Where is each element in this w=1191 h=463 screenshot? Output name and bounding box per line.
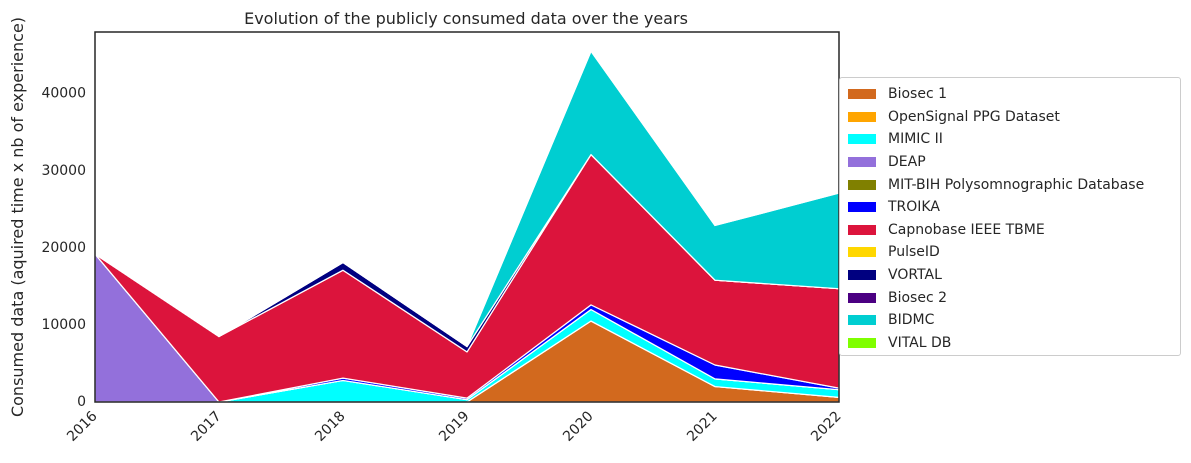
y-axis-ticks: 0 10000 20000 30000 40000	[41, 86, 86, 410]
legend-item: MIT-BIH Polysomnographic Database	[848, 173, 1180, 196]
legend-swatch	[848, 247, 876, 258]
legend-label: Biosec 2	[888, 289, 948, 306]
legend-item: VORTAL	[848, 264, 1180, 287]
legend-swatch	[848, 89, 876, 100]
legend-label: PulseID	[888, 244, 940, 261]
x-tick-label: 2022	[808, 408, 845, 445]
legend-swatch	[848, 134, 876, 145]
legend-label: VORTAL	[888, 267, 942, 284]
legend-label: Biosec 1	[888, 86, 948, 103]
legend-item: DEAP	[848, 151, 1180, 174]
legend-label: OpenSignal PPG Dataset	[888, 108, 1060, 125]
legend-swatch	[848, 111, 876, 122]
x-tick-label: 2021	[684, 408, 721, 445]
legend-swatch	[848, 292, 876, 303]
legend-swatch	[848, 157, 876, 168]
legend-label: DEAP	[888, 154, 926, 171]
y-tick-label: 20000	[41, 240, 86, 256]
legend-label: Capnobase IEEE TBME	[888, 221, 1045, 238]
legend-label: BIDMC	[888, 312, 935, 329]
chart-title: Evolution of the publicly consumed data …	[244, 9, 688, 28]
legend-item: PulseID	[848, 241, 1180, 264]
y-tick-label: 0	[77, 394, 86, 410]
x-tick-label: 2018	[312, 408, 349, 445]
legend-swatch	[848, 315, 876, 326]
legend-swatch	[848, 202, 876, 213]
x-tick-label: 2020	[560, 408, 597, 445]
legend-swatch	[848, 270, 876, 281]
legend-swatch	[848, 179, 876, 190]
legend-label: MIT-BIH Polysomnographic Database	[888, 176, 1145, 193]
legend-label: MIMIC II	[888, 131, 943, 148]
y-tick-label: 40000	[41, 86, 86, 102]
x-tick-label: 2017	[188, 408, 225, 445]
stacked-areas	[94, 50, 840, 403]
y-tick-label: 30000	[41, 163, 86, 179]
legend-item: OpenSignal PPG Dataset	[848, 106, 1180, 129]
legend-swatch	[848, 337, 876, 348]
legend-item: Biosec 1	[848, 83, 1180, 106]
y-tick-label: 10000	[41, 317, 86, 333]
legend-item: Capnobase IEEE TBME	[848, 219, 1180, 242]
chart-legend: Biosec 1 OpenSignal PPG Dataset MIMIC II DE…	[839, 77, 1181, 356]
legend-item: VITAL DB	[848, 332, 1180, 355]
legend-item: Biosec 2	[848, 286, 1180, 309]
x-tick-label: 2019	[436, 408, 473, 445]
legend-label: VITAL DB	[888, 334, 952, 351]
legend-item: MIMIC II	[848, 128, 1180, 151]
legend-item: BIDMC	[848, 309, 1180, 332]
legend-item: TROIKA	[848, 196, 1180, 219]
y-axis-label: Consumed data (aquired time x nb of expe…	[8, 17, 27, 417]
x-axis-ticks: 2016 2017 2018 2019 2020 2021 2022	[64, 408, 845, 445]
legend-label: TROIKA	[888, 199, 940, 216]
legend-swatch	[848, 224, 876, 235]
x-tick-label: 2016	[64, 408, 101, 445]
